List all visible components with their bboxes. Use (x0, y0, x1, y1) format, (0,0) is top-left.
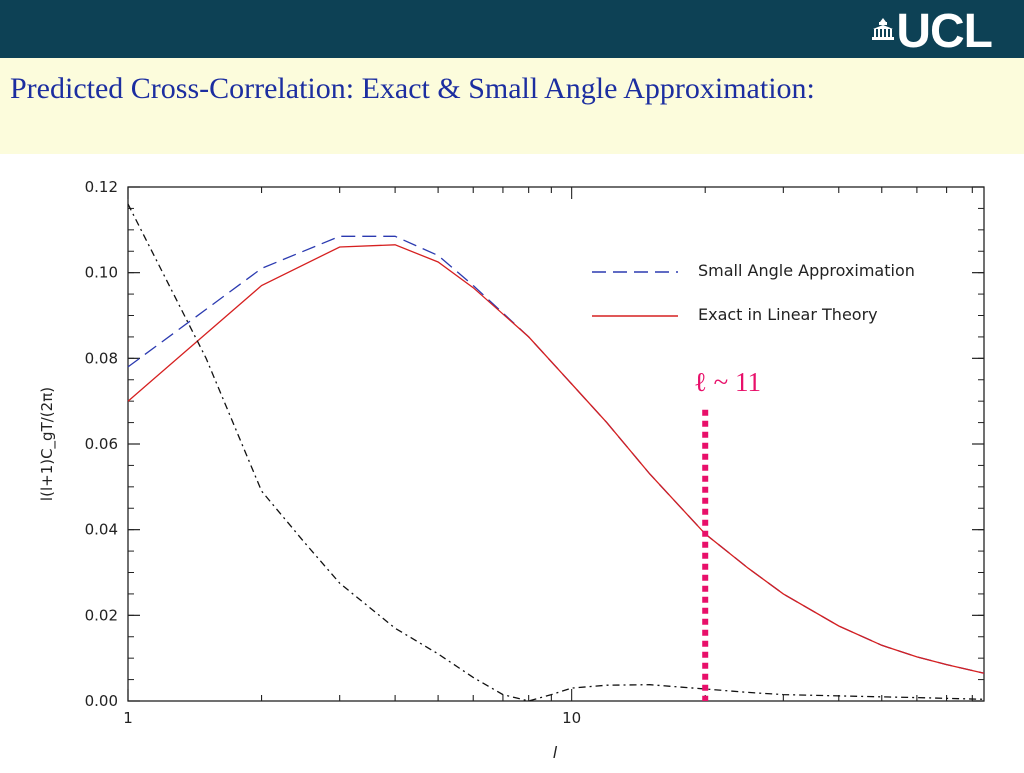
y-tick-label: 0.10 (85, 264, 118, 282)
x-tick-labels: 1 10 (123, 709, 581, 727)
chart-container: 0.00 0.02 0.04 0.06 0.08 0.10 0.12 1 10 Small A… (0, 154, 1024, 768)
y-axis-label: l(l+1)C_gT/(2π) (38, 387, 57, 501)
y-tick-label: 0.04 (85, 521, 118, 539)
slide-title: Predicted Cross-Correlation: Exact & Sma… (10, 72, 815, 105)
y-tick-label: 0.08 (85, 349, 118, 367)
legend-label-exact: Exact in Linear Theory (698, 305, 878, 324)
cross-correlation-chart: 0.00 0.02 0.04 0.06 0.08 0.10 0.12 1 10 Small A… (38, 178, 985, 762)
x-tick-label: 1 (123, 709, 133, 727)
y-tick-labels: 0.00 0.02 0.04 0.06 0.08 0.10 0.12 (85, 178, 118, 710)
y-tick-label: 0.12 (85, 178, 118, 196)
series-small-angle-line (127, 235, 985, 674)
series-exact-line (127, 244, 985, 674)
x-axis-label: l (553, 743, 558, 762)
title-band: Predicted Cross-Correlation: Exact & Sma… (0, 58, 1024, 154)
series-layer (127, 203, 985, 702)
portico-icon (872, 18, 895, 40)
axis-ticks (127, 186, 984, 702)
ucl-logo: UCL (872, 5, 993, 58)
legend-label-small-angle: Small Angle Approximation (698, 261, 915, 280)
legend: Small Angle Approximation Exact in Linea… (592, 261, 915, 324)
logo-text: UCL (896, 5, 993, 58)
y-tick-label: 0.00 (85, 692, 118, 710)
y-tick-label: 0.02 (85, 606, 118, 624)
header-bar: UCL (0, 0, 1024, 58)
x-tick-label: 10 (562, 709, 581, 727)
series-dash-dot-line (127, 203, 985, 702)
y-tick-label: 0.06 (85, 435, 118, 453)
ell-marker-label: ℓ ~ 11 (694, 367, 761, 397)
